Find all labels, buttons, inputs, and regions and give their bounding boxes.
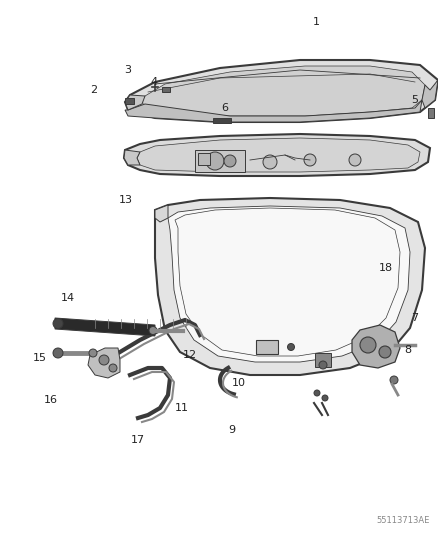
Polygon shape	[142, 66, 425, 116]
Text: 17: 17	[131, 435, 145, 445]
Text: 55113713AE: 55113713AE	[377, 516, 430, 525]
Text: 12: 12	[183, 350, 197, 360]
Text: 5: 5	[411, 95, 418, 105]
Circle shape	[287, 343, 294, 351]
Text: 3: 3	[124, 65, 131, 75]
Circle shape	[322, 395, 328, 401]
Text: 14: 14	[61, 293, 75, 303]
Circle shape	[379, 346, 391, 358]
Polygon shape	[168, 206, 410, 362]
Circle shape	[263, 155, 277, 169]
Bar	[198, 153, 210, 165]
Text: 10: 10	[232, 378, 246, 388]
Circle shape	[349, 154, 361, 166]
Bar	[315, 353, 331, 367]
Circle shape	[99, 355, 109, 365]
Text: 6: 6	[222, 103, 229, 113]
Bar	[162, 87, 170, 92]
Bar	[428, 108, 434, 118]
Circle shape	[390, 376, 398, 384]
Circle shape	[206, 152, 224, 170]
Text: 7: 7	[411, 313, 419, 323]
Circle shape	[360, 337, 376, 353]
Circle shape	[149, 327, 157, 335]
Text: 13: 13	[119, 195, 133, 205]
Bar	[195, 150, 245, 172]
Circle shape	[109, 364, 117, 372]
Polygon shape	[155, 205, 168, 222]
Circle shape	[314, 390, 320, 396]
Circle shape	[89, 349, 97, 357]
Polygon shape	[125, 95, 145, 110]
Polygon shape	[55, 318, 155, 336]
Text: 9: 9	[229, 425, 236, 435]
Polygon shape	[352, 325, 400, 368]
Circle shape	[53, 319, 63, 328]
Polygon shape	[422, 80, 438, 108]
Text: 1: 1	[312, 17, 319, 27]
Polygon shape	[125, 60, 438, 122]
Bar	[256, 340, 278, 354]
Circle shape	[304, 154, 316, 166]
Text: 2: 2	[90, 85, 98, 95]
Circle shape	[53, 348, 63, 358]
Text: 16: 16	[44, 395, 58, 405]
Polygon shape	[124, 150, 140, 165]
Text: 11: 11	[175, 403, 189, 413]
Text: 4: 4	[150, 77, 158, 87]
Bar	[213, 118, 231, 123]
Polygon shape	[88, 348, 120, 378]
Circle shape	[319, 361, 327, 369]
Polygon shape	[137, 138, 420, 172]
Text: 15: 15	[33, 353, 47, 363]
Bar	[125, 98, 134, 104]
Polygon shape	[155, 198, 425, 375]
Text: 8: 8	[404, 345, 412, 355]
Polygon shape	[124, 134, 430, 176]
Circle shape	[224, 155, 236, 167]
Text: 18: 18	[379, 263, 393, 273]
Polygon shape	[125, 100, 422, 122]
